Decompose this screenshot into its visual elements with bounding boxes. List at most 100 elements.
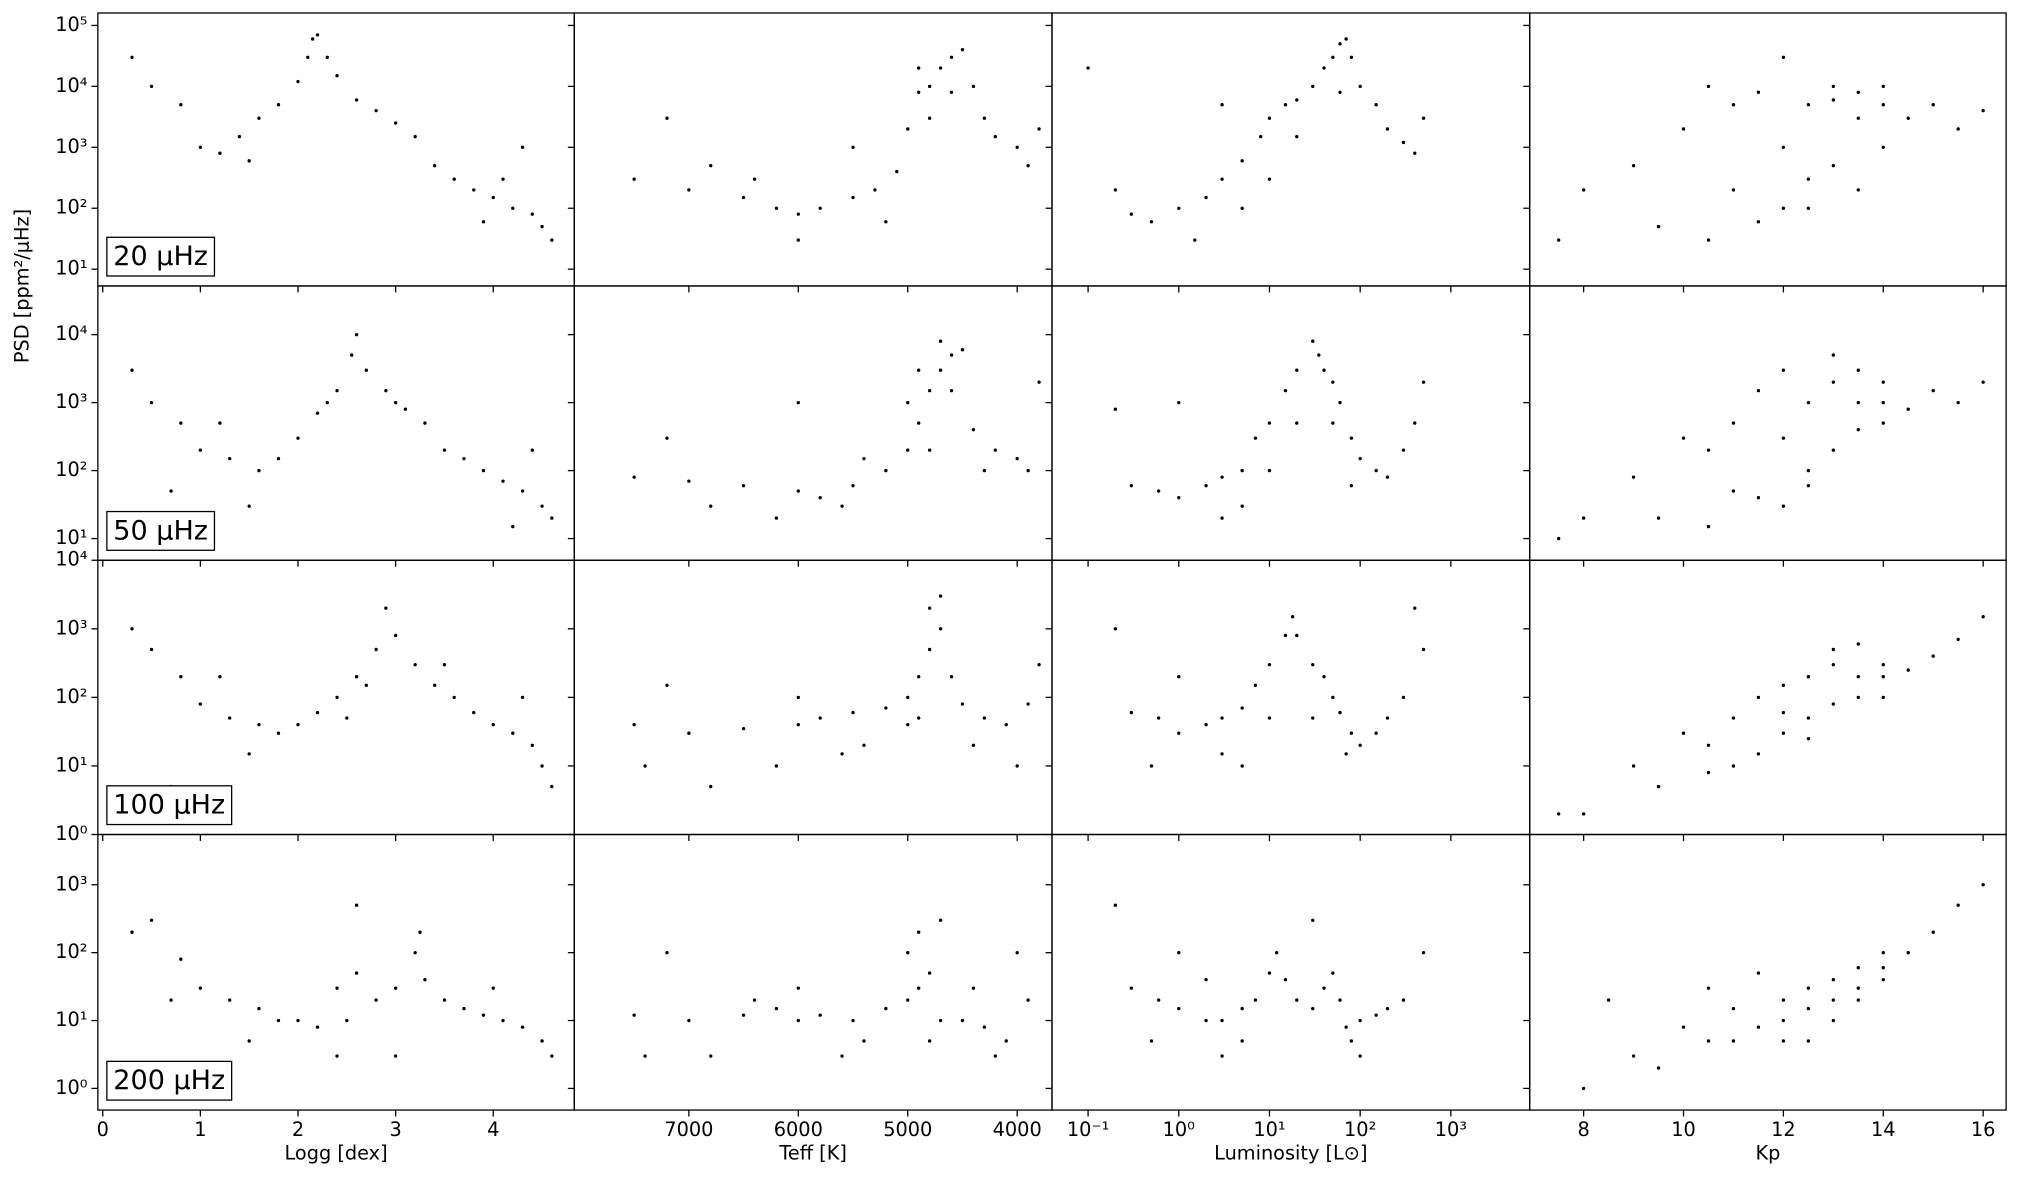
point [1581,1086,1586,1091]
point [1322,675,1326,679]
x-axis-label: Logg [dex] [285,1141,388,1164]
point [1220,177,1224,181]
point [1311,1006,1315,1011]
point [741,195,746,200]
point [1401,695,1406,700]
point [481,220,486,224]
point [949,675,954,679]
point [491,195,495,200]
point [1706,448,1711,452]
point [1322,986,1326,990]
point [1981,380,1985,384]
y-tick-label: 10² [55,940,87,963]
point [315,710,320,715]
point [1004,722,1008,727]
point [796,695,800,700]
point [247,1039,251,1043]
point [257,1006,261,1011]
x-tick-label: 2 [292,1118,304,1141]
point [927,647,932,652]
point [1220,752,1224,756]
point [1385,1006,1390,1011]
point [1781,683,1786,687]
point [179,421,183,425]
x-tick-label: 0 [97,1118,109,1141]
point [1113,627,1118,631]
point [1581,812,1586,816]
point [1129,710,1134,715]
point [1267,468,1272,473]
point [306,55,310,59]
point [149,918,154,922]
point [1401,140,1406,145]
point [1253,683,1258,687]
point [1338,710,1342,715]
point [1856,998,1860,1002]
point [511,206,515,210]
point [906,722,910,727]
point [315,33,320,37]
point [971,84,976,89]
point [1177,206,1181,210]
point [1177,1006,1181,1011]
point [1781,1018,1786,1023]
point [1631,475,1636,479]
point [335,986,339,990]
point [1026,998,1030,1002]
point [1177,950,1181,955]
point [130,55,134,59]
point [840,1054,844,1058]
point [1756,695,1761,700]
point [1831,380,1836,384]
point [1756,1025,1761,1029]
point [1906,407,1910,411]
point [1026,468,1030,473]
point [1881,400,1885,405]
point [247,504,251,508]
point [774,1006,779,1011]
x-tick-label: 10 [1671,1118,1696,1141]
point [1706,524,1711,529]
point [1113,903,1118,907]
panel-frame [1051,559,1531,836]
point [906,950,910,955]
point [364,683,369,687]
point [296,436,300,440]
point [247,752,251,756]
point [1656,784,1661,789]
point [1267,716,1272,720]
point [354,903,359,907]
point [1220,103,1224,107]
point [345,1018,349,1023]
point [1220,475,1224,479]
y-tick-label: 10¹ [55,753,87,776]
point [1311,339,1315,343]
point [709,163,713,168]
point [169,998,173,1002]
point [1856,986,1860,990]
point [393,400,398,405]
point [1204,1018,1208,1023]
point [315,411,320,415]
point [511,731,515,735]
point [472,710,476,715]
point [818,1013,822,1017]
point [276,731,281,735]
y-tick-label: 10³ [55,616,87,639]
point [1358,456,1362,461]
point [550,516,554,520]
point [1856,966,1860,970]
point [442,998,447,1002]
point [1129,212,1134,216]
point [1413,606,1417,610]
point [1556,238,1561,242]
point [1421,380,1426,384]
point [1421,647,1426,652]
point [1385,127,1390,131]
point [774,764,779,768]
point [1881,380,1885,384]
point [1756,495,1761,500]
point [1385,475,1390,479]
point [917,368,921,372]
point [325,55,329,59]
